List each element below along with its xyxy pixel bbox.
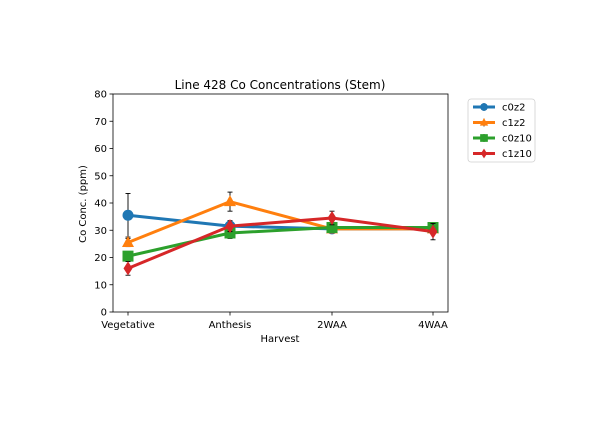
y-tick-label: 20 xyxy=(94,253,107,264)
data-point xyxy=(327,210,337,225)
plot-frame xyxy=(112,93,449,313)
series-c1z10 xyxy=(123,210,438,276)
data-point xyxy=(225,219,235,234)
y-tick-label: 10 xyxy=(94,280,107,291)
x-tick-label: Vegetative xyxy=(101,320,155,331)
y-tick-label: 70 xyxy=(94,117,107,128)
data-point xyxy=(428,224,438,239)
legend-box xyxy=(467,98,536,163)
data-point xyxy=(122,250,134,262)
y-tick-label: 50 xyxy=(94,171,107,182)
legend-marker xyxy=(479,117,489,126)
x-tick-label: 2WAA xyxy=(317,320,347,331)
y-tick-label: 30 xyxy=(94,226,107,237)
legend-label: c1z2 xyxy=(502,118,525,129)
series-group xyxy=(122,191,439,276)
data-point xyxy=(326,222,338,234)
chart-title: Line 428 Co Concentrations (Stem) xyxy=(175,78,386,92)
legend-entry-c0z2: c0z2 xyxy=(473,103,525,114)
series-line xyxy=(127,226,433,258)
y-tick-label: 0 xyxy=(101,308,107,319)
legend-marker xyxy=(480,134,488,142)
legend-label: c0z10 xyxy=(502,134,532,145)
x-tick-label: Anthesis xyxy=(209,320,252,331)
y-tick-label: 80 xyxy=(94,90,107,101)
y-tick-label: 60 xyxy=(94,144,107,155)
legend: c0z2 c1z2 c0z10 c1z10 xyxy=(467,98,536,163)
x-axis-label: Harvest xyxy=(261,334,300,345)
legend-label: c0z2 xyxy=(502,103,525,114)
legend-label: c1z10 xyxy=(502,149,532,160)
axes: 0 10 20 30 40 50 60 70 80 Vegetative Anthesis 2WAA 4… xyxy=(94,90,449,331)
data-point xyxy=(224,195,236,207)
data-point xyxy=(123,261,133,276)
data-point xyxy=(122,209,134,221)
y-tick-label: 40 xyxy=(94,199,107,210)
legend-entry-c0z10: c0z10 xyxy=(473,134,532,145)
series-line xyxy=(127,216,434,270)
legend-entry-c1z2: c1z2 xyxy=(473,117,525,129)
legend-marker xyxy=(480,103,488,111)
x-tick-label: 4WAA xyxy=(418,320,448,331)
data-point xyxy=(122,236,134,248)
y-axis-label: Co Conc. (ppm) xyxy=(78,165,89,243)
